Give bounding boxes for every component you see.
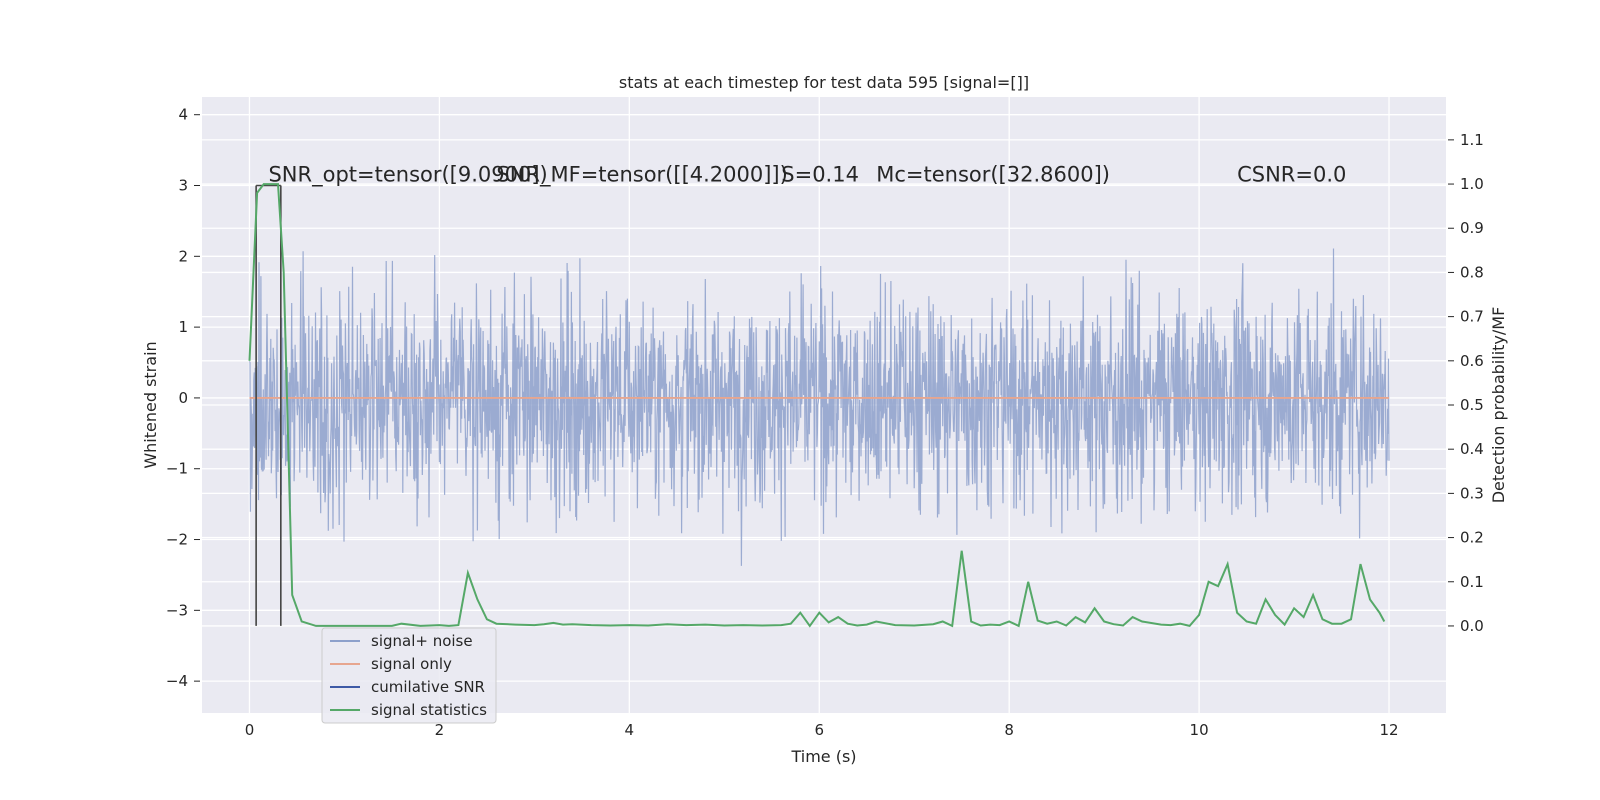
y-tick-label: 2 bbox=[178, 247, 188, 265]
legend-label-signal-noise: signal+ noise bbox=[371, 632, 473, 650]
y2-tick-label: 1.0 bbox=[1460, 175, 1484, 193]
legend-label-signal-statistics: signal statistics bbox=[371, 701, 487, 719]
y-tick-label: −2 bbox=[166, 531, 188, 549]
annotations: SNR_opt=tensor([9.0900]) SNR_MF=tensor([… bbox=[268, 162, 1346, 187]
annotation-mc: Mc=tensor([32.8600]) bbox=[876, 162, 1110, 186]
y2-tick-label: 0.5 bbox=[1460, 396, 1484, 414]
y2-tick-label: 0.7 bbox=[1460, 308, 1484, 326]
y-tick-label: 0 bbox=[178, 389, 188, 407]
line-series bbox=[248, 183, 1390, 628]
chart-title: stats at each timestep for test data 595… bbox=[619, 73, 1029, 92]
y2-tick-label: 1.1 bbox=[1460, 131, 1484, 149]
x-tick-label: 0 bbox=[245, 721, 255, 739]
y2-tick-label: 0.8 bbox=[1460, 263, 1484, 281]
annotation-snr-opt: SNR_opt=tensor([9.0900]) bbox=[268, 162, 547, 187]
legend-box bbox=[321, 627, 497, 724]
y2-tick-label: 0.9 bbox=[1460, 219, 1484, 237]
x-tick-label: 2 bbox=[435, 721, 445, 739]
annotation-s: S=0.14 bbox=[781, 162, 859, 186]
y-tick-label: −3 bbox=[166, 601, 188, 619]
annotation-snr-mf: SNR_MF=tensor([[4.2000]]) bbox=[496, 162, 787, 187]
y2-tick-label: 0.2 bbox=[1460, 529, 1484, 547]
legend-label-cumulative-snr: cumilative SNR bbox=[371, 678, 485, 696]
y-tick-label: 4 bbox=[178, 106, 188, 124]
x-tick-label: 12 bbox=[1379, 721, 1398, 739]
x-axis-label: Time (s) bbox=[790, 747, 856, 766]
y-axis-label: Whitened strain bbox=[141, 341, 160, 468]
signal-noise-line bbox=[248, 248, 1390, 566]
y-tick-label: −4 bbox=[166, 672, 188, 690]
y-tick-label: 1 bbox=[178, 318, 188, 336]
y2-tick-label: 0.6 bbox=[1460, 352, 1484, 370]
y2-axis-label: Detection probability/MF bbox=[1489, 307, 1508, 504]
signal-noise-series bbox=[248, 248, 1390, 566]
axes: 0 2 4 6 8 10 12−4−3−2−1012340.00.10.20.30.40.5… bbox=[166, 106, 1484, 739]
x-tick-label: 10 bbox=[1190, 721, 1209, 739]
signal-statistics-line bbox=[248, 183, 1386, 628]
x-tick-label: 4 bbox=[625, 721, 635, 739]
legend: signal+ noise signal only cumilative SNR… bbox=[321, 627, 497, 724]
y2-tick-label: 0.3 bbox=[1460, 484, 1484, 502]
y2-tick-label: 0.1 bbox=[1460, 573, 1484, 591]
y2-tick-label: 0.0 bbox=[1460, 617, 1484, 635]
y-tick-label: 3 bbox=[178, 177, 188, 195]
y-tick-label: −1 bbox=[166, 460, 188, 478]
annotation-csnr: CSNR=0.0 bbox=[1237, 162, 1346, 186]
y2-tick-label: 0.4 bbox=[1460, 440, 1484, 458]
legend-label-signal-only: signal only bbox=[371, 655, 452, 673]
x-tick-label: 8 bbox=[1004, 721, 1014, 739]
x-tick-label: 6 bbox=[814, 721, 824, 739]
